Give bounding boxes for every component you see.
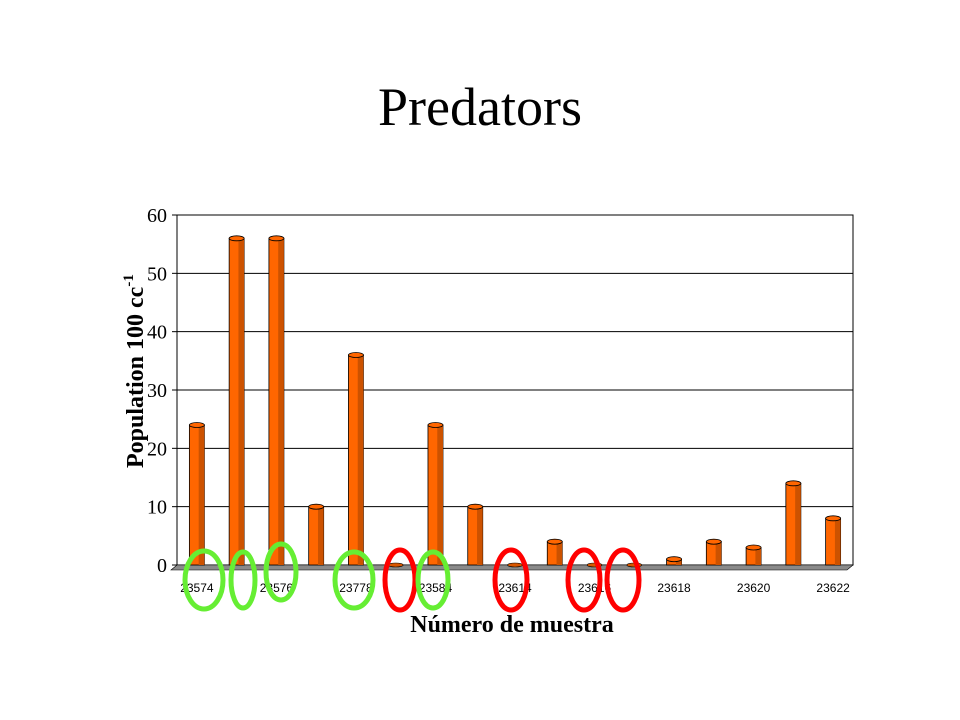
annotation-ellipse <box>382 547 418 613</box>
bar <box>785 480 802 566</box>
bar <box>825 515 842 566</box>
y-axis-title-superscript: -1 <box>121 274 137 287</box>
annotation-ellipse <box>228 549 258 611</box>
annotation-ellipse <box>492 547 530 613</box>
annotation-ellipses <box>182 541 642 613</box>
y-tick-label: 60 <box>147 205 167 227</box>
y-tick-label: 10 <box>147 497 167 519</box>
bars <box>188 235 842 568</box>
annotation-ellipse <box>604 547 642 613</box>
annotation-ellipse <box>263 541 299 603</box>
x-axis-title: Número de muestra <box>410 612 614 638</box>
x-tick-label: 23584 <box>419 581 453 595</box>
bar <box>268 235 285 566</box>
bar <box>666 556 682 566</box>
bar <box>745 544 762 566</box>
bar <box>308 503 325 566</box>
bar <box>348 352 364 566</box>
bar <box>507 562 523 568</box>
x-tick-label: 23778 <box>339 581 373 595</box>
bar <box>228 235 245 566</box>
bar <box>705 538 722 566</box>
slide-title: Predators <box>378 77 582 137</box>
bar <box>427 422 444 566</box>
bar <box>387 562 404 568</box>
x-tick-label: 23618 <box>657 581 691 595</box>
annotation-ellipse <box>332 549 376 611</box>
y-tick-label: 50 <box>147 263 167 285</box>
annotation-ellipse <box>182 548 226 612</box>
y-tick-label: 30 <box>147 380 167 402</box>
y-tick-label: 20 <box>147 438 167 460</box>
annotation-ellipse <box>415 549 451 611</box>
y-axis-title: Population 100 cc-1 <box>121 274 149 468</box>
y-tick-label: 40 <box>147 322 167 344</box>
bar <box>467 503 484 566</box>
x-tick-label: 23620 <box>737 581 771 595</box>
x-tick-labels: 23574 23576 23778 23584 23614 23616 23618 23620… <box>180 581 850 595</box>
x-tick-label: 23622 <box>816 581 850 595</box>
y-tick-labels: 0 10 20 30 40 50 60 <box>147 205 167 577</box>
plot-frame <box>170 214 854 571</box>
bar <box>188 422 205 566</box>
y-tick-label: 0 <box>157 555 167 577</box>
y-axis-title-text: Population 100 cc <box>123 286 149 468</box>
annotation-ellipse <box>565 547 603 613</box>
x-tick-label: 23616 <box>578 581 612 595</box>
bar <box>546 538 563 566</box>
